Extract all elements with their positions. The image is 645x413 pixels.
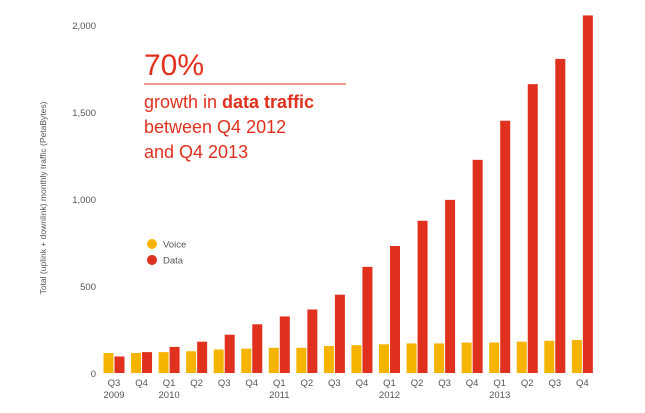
y-tick-label: 500 (80, 282, 96, 293)
x-tick-label: Q4 (245, 378, 258, 389)
x-year-label: 2011 (269, 390, 289, 401)
bar-data-q3-2010 (224, 334, 235, 373)
bar-voice-q4-2012 (461, 342, 472, 373)
bar-data-q3-2011 (334, 294, 345, 373)
bar-data-q4-2010 (252, 324, 263, 373)
x-year-label: 2010 (159, 390, 180, 401)
bar-data-q3-2012 (445, 199, 456, 373)
bar-voice-q1-2013 (489, 342, 500, 373)
bar-data-q4-2012 (472, 159, 483, 373)
annotation-line-3: and Q4 2013 (144, 142, 248, 162)
x-tick-labels: Q3 Q4 Q1 Q2 Q3 Q4 Q1 Q2 Q3 Q4 Q1 Q2 Q3 Q4 Q1 Q2 Q3 Q4 2009… (103, 378, 588, 401)
y-tick-label: 0 (91, 369, 96, 380)
annotation-line-1-prefix: growth in (144, 92, 222, 112)
x-tick-label: Q3 (328, 378, 341, 389)
bar-voice-q3-2013 (544, 340, 555, 373)
annotation-line-1-bold: data traffic (222, 92, 314, 112)
x-tick-label: Q2 (521, 378, 534, 389)
annotation-line-1: growth in data traffic (144, 92, 314, 112)
legend-data-swatch (147, 255, 157, 265)
bar-data-q1-2012 (390, 245, 400, 373)
bar-voice-q3-2010 (213, 349, 224, 373)
bar-data-q2-2011 (307, 309, 318, 373)
bar-data-q2-2013 (527, 84, 538, 373)
legend: Voice Data (147, 239, 186, 267)
x-year-label: 2013 (489, 390, 510, 401)
x-tick-label: Q2 (190, 378, 203, 389)
bar-voice-q4-2013 (571, 339, 582, 373)
y-tick-label: 1,000 (72, 195, 96, 206)
bar-data-q3-2009 (114, 356, 125, 373)
bar-voice-q2-2012 (406, 343, 417, 373)
annotation-line-2: between Q4 2012 (144, 117, 286, 137)
bar-voice-q2-2010 (186, 351, 197, 373)
x-tick-label: Q1 (273, 378, 286, 389)
growth-annotation: 70% growth in data traffic between Q4 20… (144, 49, 346, 162)
x-tick-label: Q3 (438, 378, 451, 389)
annotation-headline: 70% (144, 49, 204, 82)
x-tick-label: Q3 (108, 378, 121, 389)
bar-data-q1-2010 (169, 346, 180, 373)
bar-data-q2-2012 (417, 220, 428, 373)
x-tick-label: Q3 (548, 378, 561, 389)
x-tick-label: Q2 (411, 378, 424, 389)
bar-data-q1-2013 (500, 120, 511, 373)
legend-voice-swatch (147, 239, 157, 249)
x-tick-label: Q1 (493, 378, 506, 389)
bar-voice-q4-2009 (131, 352, 142, 373)
x-year-label: 2009 (103, 390, 124, 401)
bar-voice-q1-2012 (379, 344, 389, 373)
bar-data-q1-2011 (279, 316, 290, 373)
x-tick-label: Q3 (218, 378, 231, 389)
bar-voice-q2-2013 (516, 341, 527, 373)
y-tick-label: 1,500 (72, 108, 96, 119)
x-tick-label: Q4 (356, 378, 369, 389)
bar-data-q4-2009 (142, 352, 153, 373)
bar-data-q4-2013 (582, 15, 593, 374)
bar-voice-q1-2010 (158, 352, 169, 373)
bar-data-q4-2011 (362, 266, 373, 373)
bars-layer (103, 15, 593, 374)
x-year-label: 2012 (379, 390, 400, 401)
bar-voice-q2-2011 (296, 347, 307, 373)
bar-voice-q3-2009 (103, 352, 114, 373)
y-axis-title: Total (uplink + downlink) monthly traffi… (38, 101, 48, 294)
bar-data-q2-2010 (197, 341, 208, 373)
legend-data-label: Data (163, 256, 184, 267)
x-tick-label: Q1 (163, 378, 176, 389)
x-tick-label: Q4 (576, 378, 589, 389)
x-tick-label: Q2 (301, 378, 314, 389)
x-tick-label: Q1 (383, 378, 396, 389)
bar-data-q3-2013 (555, 58, 566, 374)
x-tick-label: Q4 (135, 378, 148, 389)
bar-voice-q4-2010 (241, 348, 252, 373)
bar-voice-q3-2012 (434, 343, 445, 373)
bar-voice-q3-2011 (323, 346, 334, 373)
bar-voice-q1-2011 (268, 347, 279, 373)
bar-voice-q4-2011 (351, 345, 362, 373)
x-tick-label: Q4 (466, 378, 479, 389)
y-tick-label: 2,000 (72, 21, 96, 32)
legend-voice-label: Voice (163, 240, 186, 251)
